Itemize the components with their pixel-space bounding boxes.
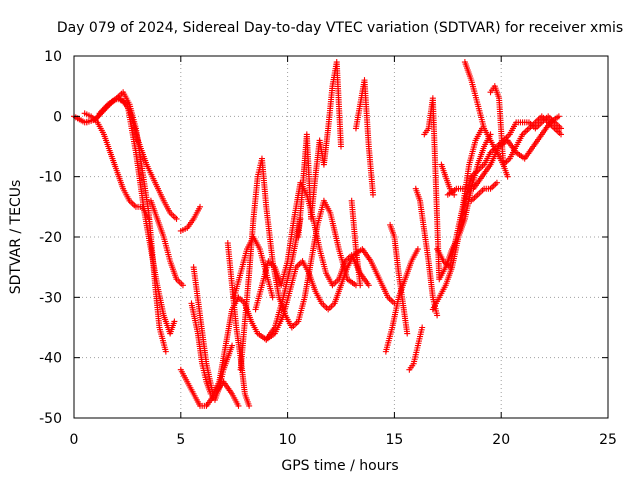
y-axis-label: SDTVAR / TECUs: [8, 180, 24, 295]
series-track-24: [438, 161, 458, 198]
series-track-4: [81, 110, 152, 222]
y-tick-label: -50: [39, 411, 62, 427]
series-track-20: [406, 324, 426, 373]
axis-ticks: 0 5 10 15 20 25 -50 -40 -30 -20 -10 0 10: [39, 49, 617, 448]
series-track-10: [224, 240, 253, 409]
series-track-19: [382, 246, 421, 355]
series-track-2: [83, 95, 178, 337]
chart-title: Day 079 of 2024, Sidereal Day-to-day VTE…: [57, 20, 623, 36]
series-track-26: [461, 59, 565, 168]
plot-frame: [73, 55, 609, 419]
series-track-18: [387, 221, 411, 337]
data-point: [171, 318, 178, 325]
data-point: [365, 282, 372, 289]
data-point: [478, 125, 485, 132]
y-tick-label: -10: [39, 170, 62, 186]
series-track-23: [429, 113, 565, 313]
data-point: [173, 215, 180, 222]
gridlines: [74, 56, 608, 418]
series-track-7: [177, 203, 204, 234]
data-point: [338, 143, 344, 150]
data-point: [162, 348, 169, 355]
x-tick-label: 20: [492, 432, 510, 448]
x-tick-label: 25: [599, 432, 617, 448]
series-track-21: [412, 185, 441, 319]
data-point: [419, 324, 426, 331]
y-tick-label: -20: [39, 230, 62, 246]
y-tick-label: 0: [53, 109, 62, 125]
series-track-14: [263, 246, 398, 343]
y-tick-label: 10: [44, 49, 62, 65]
data-point: [555, 113, 562, 120]
series-track-16: [352, 77, 377, 198]
series-track-5: [147, 197, 186, 289]
data-point: [269, 294, 276, 301]
data-point: [504, 173, 511, 180]
series-track-27: [487, 83, 511, 180]
series-track-3: [96, 95, 180, 222]
data-point: [145, 215, 152, 222]
data-point: [558, 125, 565, 132]
data-point: [246, 402, 253, 409]
series-track-1: [71, 89, 169, 355]
data-point: [357, 282, 364, 289]
data-point: [558, 131, 565, 138]
data-point: [179, 282, 186, 289]
x-axis-label: GPS time / hours: [281, 458, 398, 474]
data-point: [235, 402, 242, 409]
series-track-29: [434, 125, 485, 271]
data-point: [404, 330, 411, 337]
data-points: [71, 59, 565, 409]
series-track-13: [252, 179, 372, 313]
x-tick-label: 0: [70, 432, 79, 448]
series-track-15: [295, 59, 344, 240]
x-tick-label: 15: [385, 432, 403, 448]
series-track-17: [348, 197, 364, 289]
data-point: [434, 312, 441, 319]
series-track-28: [468, 179, 500, 204]
y-tick-label: -40: [39, 351, 62, 367]
data-point: [370, 191, 377, 198]
x-tick-label: 5: [176, 432, 185, 448]
data-point: [229, 342, 236, 349]
data-point: [197, 203, 204, 210]
y-tick-label: -30: [39, 290, 62, 306]
data-point: [414, 246, 421, 253]
data-point: [493, 179, 500, 186]
x-tick-label: 10: [279, 432, 297, 448]
